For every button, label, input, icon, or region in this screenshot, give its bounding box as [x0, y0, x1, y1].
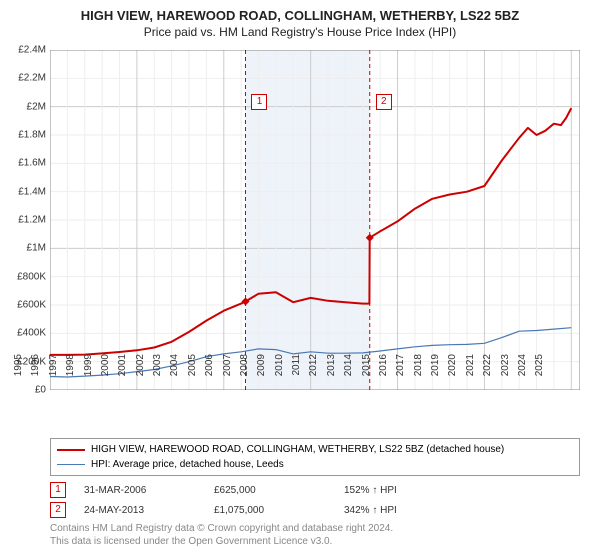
x-tick-label: 2022: [482, 354, 493, 394]
sale-row: 1 31-MAR-2006£625,000152% ↑ HPI: [50, 480, 474, 500]
x-tick-label: 2009: [256, 354, 267, 394]
y-tick-label: £800K: [17, 271, 46, 282]
x-tick-label: 1998: [65, 354, 76, 394]
legend-label: HPI: Average price, detached house, Leed…: [91, 457, 284, 472]
x-tick-label: 2014: [343, 354, 354, 394]
x-tick-label: 2019: [430, 354, 441, 394]
sale-date: 31-MAR-2006: [84, 485, 214, 496]
y-tick-label: £1.6M: [18, 158, 46, 169]
x-tick-label: 2015: [361, 354, 372, 394]
x-tick-label: 2004: [169, 354, 180, 394]
x-tick-label: 2023: [500, 354, 511, 394]
legend-label: HIGH VIEW, HAREWOOD ROAD, COLLINGHAM, WE…: [91, 442, 504, 457]
x-tick-label: 2008: [239, 354, 250, 394]
x-tick-label: 2011: [291, 354, 302, 394]
y-tick-label: £2.2M: [18, 73, 46, 84]
x-tick-label: 2020: [447, 354, 458, 394]
sale-marker: 2: [50, 502, 66, 518]
x-tick-label: 2013: [326, 354, 337, 394]
legend-swatch: [57, 464, 85, 465]
x-tick-label: 1996: [30, 354, 41, 394]
sales-table: 1 31-MAR-2006£625,000152% ↑ HPI 2 24-MAY-20…: [50, 480, 474, 520]
x-tick-label: 2003: [152, 354, 163, 394]
x-tick-label: 1997: [48, 354, 59, 394]
y-tick-label: £400K: [17, 328, 46, 339]
sale-delta: 152% ↑ HPI: [344, 485, 474, 496]
event-marker: 1: [251, 94, 267, 110]
x-tick-label: 2002: [135, 354, 146, 394]
y-tick-label: £2.4M: [18, 45, 46, 56]
y-tick-label: £1.8M: [18, 130, 46, 141]
x-tick-label: 2025: [534, 354, 545, 394]
x-tick-label: 2017: [395, 354, 406, 394]
sale-delta: 342% ↑ HPI: [344, 505, 474, 516]
chart-subtitle: Price paid vs. HM Land Registry's House …: [0, 25, 600, 41]
event-marker: 2: [376, 94, 392, 110]
x-tick-label: 1999: [83, 354, 94, 394]
x-tick-label: 2024: [517, 354, 528, 394]
y-tick-label: £1.4M: [18, 186, 46, 197]
x-tick-label: 2007: [222, 354, 233, 394]
legend-box: HIGH VIEW, HAREWOOD ROAD, COLLINGHAM, WE…: [50, 438, 580, 476]
sale-marker: 1: [50, 482, 66, 498]
footnote-line: This data is licensed under the Open Gov…: [50, 535, 393, 548]
x-tick-label: 2016: [378, 354, 389, 394]
chart-svg: [50, 50, 580, 390]
x-tick-label: 1995: [13, 354, 24, 394]
legend-swatch: [57, 449, 85, 451]
x-tick-label: 2012: [308, 354, 319, 394]
footnote: Contains HM Land Registry data © Crown c…: [50, 522, 393, 548]
legend-item: HPI: Average price, detached house, Leed…: [57, 457, 573, 472]
sale-price: £1,075,000: [214, 505, 344, 516]
x-tick-label: 2018: [413, 354, 424, 394]
x-tick-label: 2021: [465, 354, 476, 394]
x-tick-label: 2010: [274, 354, 285, 394]
y-tick-label: £1.2M: [18, 215, 46, 226]
sale-date: 24-MAY-2013: [84, 505, 214, 516]
x-tick-label: 2006: [204, 354, 215, 394]
sale-row: 2 24-MAY-2013£1,075,000342% ↑ HPI: [50, 500, 474, 520]
legend-item: HIGH VIEW, HAREWOOD ROAD, COLLINGHAM, WE…: [57, 442, 573, 457]
footnote-line: Contains HM Land Registry data © Crown c…: [50, 522, 393, 535]
chart-plot-area: £0£200K£400K£600K£800K£1M£1.2M£1.4M£1.6M…: [50, 50, 580, 390]
x-tick-label: 2000: [100, 354, 111, 394]
chart-title: HIGH VIEW, HAREWOOD ROAD, COLLINGHAM, WE…: [0, 8, 600, 25]
sale-price: £625,000: [214, 485, 344, 496]
x-tick-label: 2005: [187, 354, 198, 394]
y-tick-label: £1M: [27, 243, 46, 254]
x-tick-label: 2001: [117, 354, 128, 394]
y-tick-label: £600K: [17, 300, 46, 311]
y-tick-label: £2M: [27, 101, 46, 112]
